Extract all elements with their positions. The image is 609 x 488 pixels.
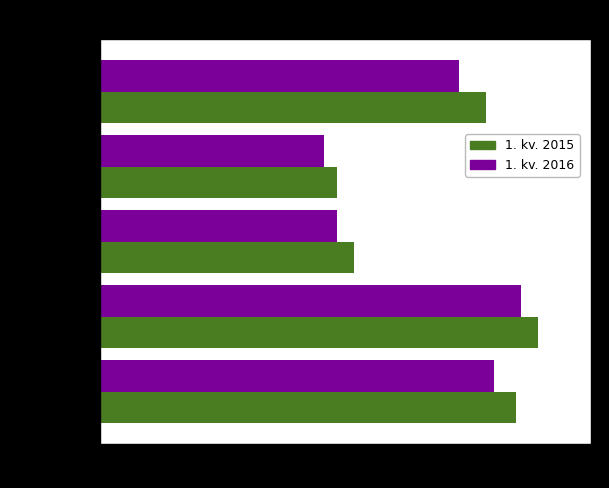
Bar: [100, 210, 337, 242]
Bar: [100, 391, 516, 423]
Bar: [100, 92, 486, 123]
Bar: [100, 317, 538, 348]
Bar: [100, 360, 495, 391]
Bar: [100, 285, 521, 317]
Bar: [100, 166, 337, 198]
Bar: [100, 135, 324, 166]
Bar: [100, 242, 354, 273]
Legend: 1. kv. 2015, 1. kv. 2016: 1. kv. 2015, 1. kv. 2016: [465, 134, 580, 177]
Bar: [100, 60, 459, 92]
